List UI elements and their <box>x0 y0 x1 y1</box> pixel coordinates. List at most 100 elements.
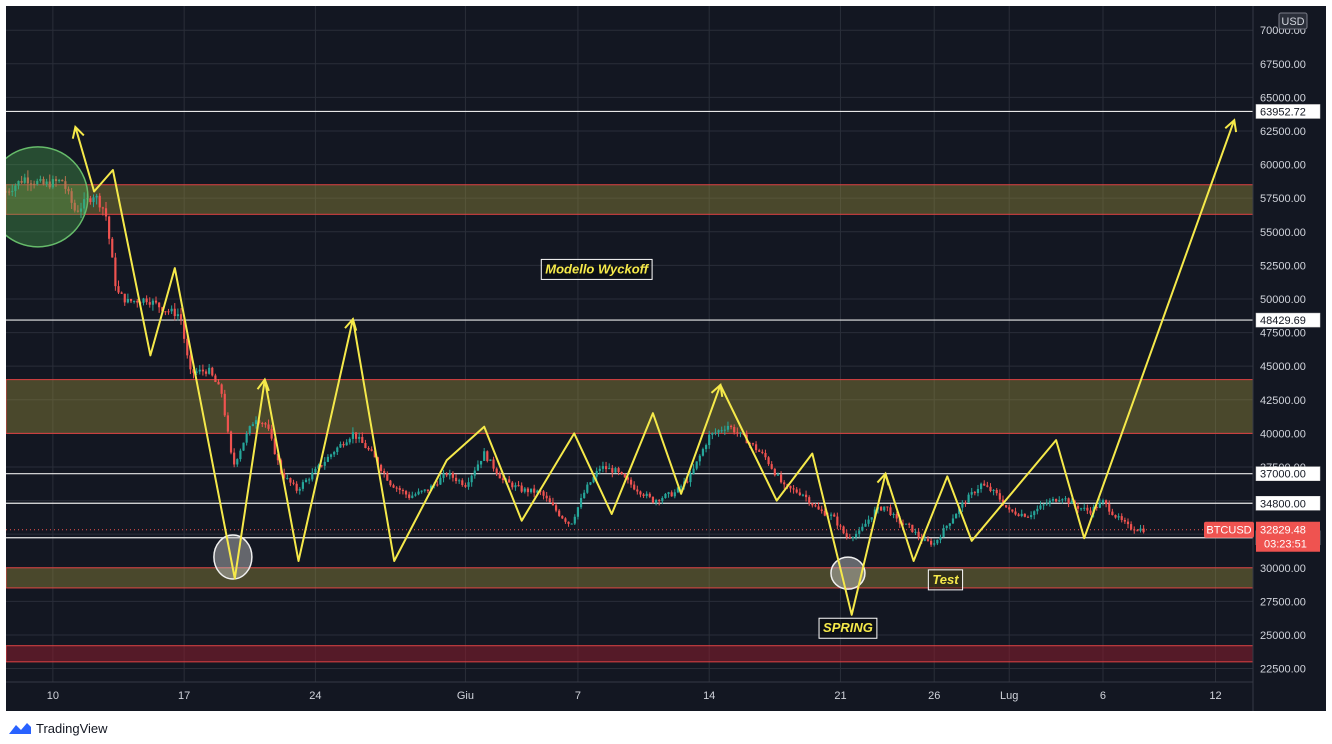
candle-body <box>317 465 320 469</box>
zone-olive <box>6 379 1254 434</box>
date-tick-label: 7 <box>575 690 581 702</box>
candle-body <box>89 198 92 203</box>
candle-body <box>229 431 233 453</box>
price-tick-label: 47500.00 <box>1260 328 1306 340</box>
candle-body <box>204 371 208 374</box>
price-tick-label: 45000.00 <box>1260 361 1306 373</box>
candle-body <box>73 202 76 211</box>
candle-body <box>1076 506 1080 509</box>
candle-body <box>208 367 211 374</box>
wyckoff-path-line <box>74 119 1236 616</box>
candle-body <box>142 298 145 303</box>
zone-olive <box>6 567 1254 589</box>
candle-body <box>964 502 967 504</box>
candle-body <box>111 238 114 258</box>
price-tick-label: 50000.00 <box>1260 294 1306 306</box>
wyckoff-projection <box>71 118 1238 616</box>
support-resistance-zones <box>6 184 1254 663</box>
candle-body <box>304 479 308 483</box>
candle-body <box>729 425 733 427</box>
candle-body <box>151 300 154 305</box>
candle-body <box>11 190 14 192</box>
candle-body <box>342 444 345 446</box>
candle-body <box>1120 516 1123 520</box>
candle-body <box>445 473 448 476</box>
arrowhead-icon <box>256 377 270 392</box>
date-tick-label: Giu <box>457 690 474 702</box>
candle-body <box>892 514 895 516</box>
candle-body <box>548 498 551 503</box>
last-price-tag: BTCUSD 32829.48 03:23:51 <box>1204 521 1320 552</box>
candle-body <box>1064 498 1067 500</box>
candle-body <box>711 433 714 435</box>
candle-body <box>54 179 58 182</box>
candle-body <box>583 492 586 499</box>
annotation-box <box>818 617 878 639</box>
candle-body <box>951 518 955 524</box>
candle-body <box>498 473 501 479</box>
candle-body <box>814 505 817 507</box>
candle-body <box>717 430 720 433</box>
candle-body <box>801 494 805 496</box>
candle-body <box>298 488 301 491</box>
candle-body <box>708 434 711 446</box>
candle-body <box>554 505 558 511</box>
candle-body <box>492 459 495 469</box>
candle-body <box>833 514 836 517</box>
candle-body <box>448 473 451 476</box>
price-tick-label: 67500.00 <box>1260 59 1306 71</box>
candle-body <box>17 181 20 186</box>
tradingview-brand[interactable]: TradingView <box>8 718 108 738</box>
date-tick-label: 24 <box>309 690 321 702</box>
candle-body <box>670 492 673 497</box>
candle-body <box>211 367 214 376</box>
countdown-text: 03:23:51 <box>1264 539 1307 551</box>
candle-body <box>186 338 189 356</box>
candle-body <box>961 502 964 508</box>
candle-body <box>523 488 526 492</box>
date-tick-label: Lug <box>1000 690 1018 702</box>
candle-body <box>145 298 148 303</box>
candle-body <box>736 432 739 434</box>
candle-body <box>154 300 158 303</box>
candle-body <box>967 494 970 503</box>
candle-body <box>626 477 630 480</box>
candle-body <box>133 300 136 302</box>
level-tag-box <box>1255 496 1321 511</box>
time-axis[interactable]: 10 17 24 Giu 7 14 21 26 Lug 6 12 <box>47 690 1222 702</box>
candle-body <box>811 503 814 506</box>
candle-body <box>839 525 842 527</box>
candle-body <box>542 491 545 496</box>
candle-body <box>808 497 811 504</box>
candle-body <box>983 483 986 486</box>
candle-body <box>489 459 492 461</box>
candle-body <box>845 533 848 538</box>
candle-body <box>108 216 111 239</box>
candle-body <box>823 510 826 516</box>
candle-body <box>664 493 667 499</box>
zone-olive <box>6 184 1254 215</box>
candle-body <box>104 208 108 217</box>
price-tick-label: 27500.00 <box>1260 596 1306 608</box>
candle-body <box>248 426 251 434</box>
candle-body <box>276 454 279 461</box>
candle-body <box>436 484 439 486</box>
candle-body <box>773 468 776 476</box>
candle-body <box>720 430 723 432</box>
candle-body <box>348 438 351 443</box>
candle-body <box>567 521 570 524</box>
candle-body <box>283 473 286 479</box>
price-chart[interactable]: Modello Wyckoff SPRING Test 22500.00 25000.… <box>6 6 1326 711</box>
candle-body <box>126 299 129 303</box>
candle-body <box>354 432 358 439</box>
highlight-circle-green <box>6 146 89 248</box>
candle-body <box>414 494 417 496</box>
zone-red <box>6 645 1254 663</box>
candle-body <box>267 424 270 429</box>
candle-body <box>933 543 936 545</box>
annotation-box <box>927 569 964 591</box>
price-tick-label: 65000.00 <box>1260 92 1306 104</box>
level-tag-text: 48429.69 <box>1260 315 1306 327</box>
candle-body <box>726 425 730 430</box>
candle-body <box>942 527 945 538</box>
